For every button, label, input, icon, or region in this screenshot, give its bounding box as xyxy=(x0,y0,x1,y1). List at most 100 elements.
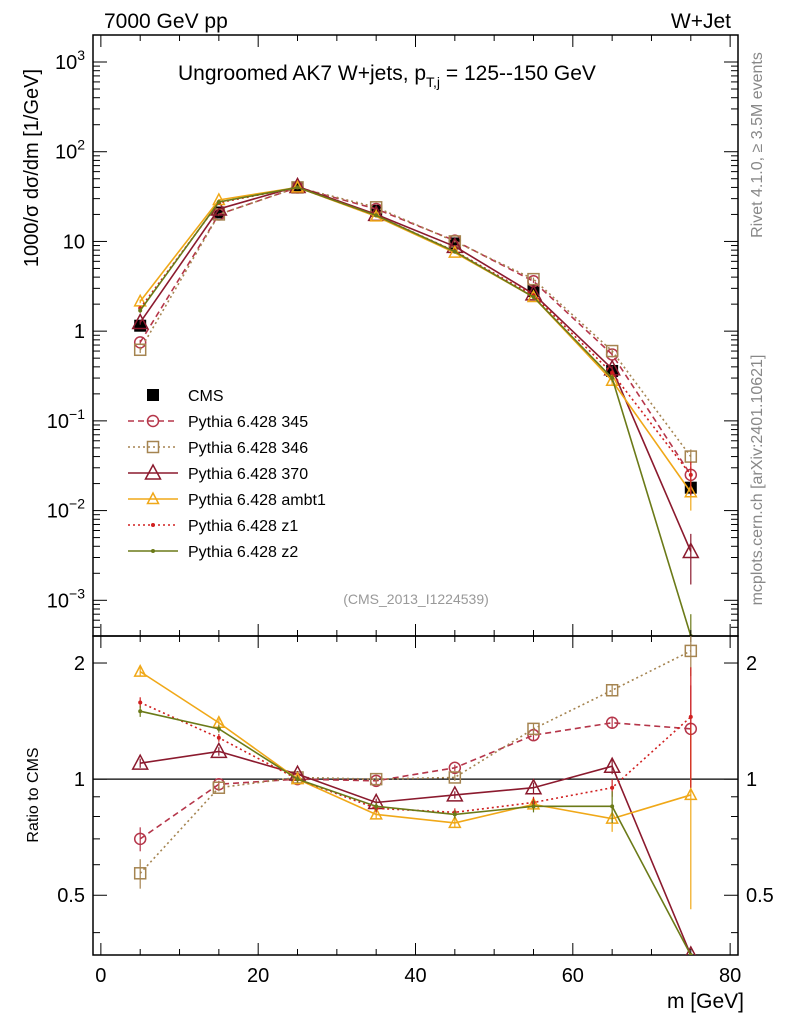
ratio-y-tick-label: 0.5 xyxy=(57,885,85,907)
main-series-line xyxy=(139,185,692,552)
legend-label: Pythia 6.428 z2 xyxy=(188,544,298,561)
y-tick-base: 10 xyxy=(55,142,77,164)
ratio-panel: 0 20 40 60 80 0.5 0.5 1 1 2 2 xyxy=(57,35,774,987)
y-tick-label: 10 xyxy=(63,231,85,253)
legend-marker xyxy=(146,440,160,454)
ratio-series-line xyxy=(139,721,691,840)
ratio-frame-border xyxy=(92,635,739,956)
ratio-data-point xyxy=(374,804,379,809)
legend-label: Pythia 6.428 ambt1 xyxy=(188,492,326,509)
ratio-data-point xyxy=(610,804,615,809)
main-series-line xyxy=(139,186,692,493)
y-tick-base: 1 xyxy=(74,321,85,343)
legend: CMS Pythia 6.428 345 Pythia 6.428 346 Pythi… xyxy=(128,388,326,561)
ratio-data-point xyxy=(448,761,462,775)
ratio-data-point xyxy=(610,785,615,790)
ratio-data-point xyxy=(369,772,383,786)
ratio-data-point xyxy=(684,787,698,801)
legend-label: Pythia 6.428 z1 xyxy=(188,518,298,535)
energy-label: 7000 GeV pp xyxy=(104,10,228,33)
y-tick-label: 10−3 xyxy=(47,585,85,612)
main-y-axis-label: 1000/σ dσ/dm [1/GeV] xyxy=(21,69,43,267)
ratio-series-line xyxy=(140,710,692,955)
y-tick-base: 10 xyxy=(47,501,69,523)
ratio-data-point xyxy=(524,778,543,795)
ratio-data-point xyxy=(685,945,696,955)
ratio-data-point xyxy=(131,753,149,770)
x-tick-label: 40 xyxy=(404,965,426,987)
ratio-data-point xyxy=(688,953,693,955)
main-data-point xyxy=(138,308,143,313)
legend-marker xyxy=(146,414,160,428)
y-tick-exponent: 2 xyxy=(77,137,85,153)
rivet-version-label: Rivet 4.1.0, ≥ 3.5M events xyxy=(749,52,766,238)
x-tick-label: 60 xyxy=(562,965,584,987)
ratio-series-line xyxy=(139,701,692,814)
main-data-point xyxy=(605,373,619,387)
main-series xyxy=(138,185,693,636)
ratio-data-point xyxy=(369,806,383,820)
ratio-data-point xyxy=(212,781,226,794)
main-data-point xyxy=(605,344,619,358)
x-tick-label: 0 xyxy=(95,965,106,987)
y-tick-base: 10 xyxy=(47,411,69,433)
main-data-point xyxy=(448,245,462,258)
ratio-series xyxy=(131,741,696,955)
y-tick-exponent: −3 xyxy=(69,585,85,601)
process-label: W+Jet xyxy=(671,10,731,33)
legend-marker xyxy=(151,523,155,527)
ratio-data-point xyxy=(216,735,221,740)
ratio-data-point xyxy=(605,683,619,697)
ratio-data-point xyxy=(688,714,693,719)
main-series-line xyxy=(139,186,692,458)
legend-marker xyxy=(144,463,162,480)
main-data-point xyxy=(610,371,615,376)
ratio-data-point xyxy=(605,716,619,730)
ratio-data-point xyxy=(603,756,621,773)
legend-label: CMS xyxy=(188,388,224,405)
y-tick-label: 10−1 xyxy=(47,406,85,433)
main-data-point xyxy=(133,343,147,357)
ratio-data-point xyxy=(448,771,462,784)
ratio-y-tick-label-right: 1 xyxy=(746,769,757,791)
ratio-series xyxy=(138,667,693,817)
legend-marker xyxy=(147,389,159,401)
main-data-point xyxy=(290,179,305,193)
x-tick-label: 20 xyxy=(247,965,269,987)
ratio-y-tick-label-right: 2 xyxy=(746,653,757,675)
ratio-data-point xyxy=(295,777,300,782)
ratio-series-line xyxy=(139,670,692,824)
y-tick-base: 10 xyxy=(47,590,69,612)
main-data-point xyxy=(688,472,693,477)
ratio-data-point xyxy=(527,722,540,736)
ratio-data-point xyxy=(684,644,698,658)
main-series-line xyxy=(139,186,692,636)
ratio-series-line xyxy=(140,750,692,955)
main-data-point xyxy=(452,249,457,254)
y-tick-label: 103 xyxy=(55,47,85,74)
ratio-series xyxy=(138,705,693,955)
ratio-y-tick-label-right: 0.5 xyxy=(746,885,774,907)
ratio-data-point xyxy=(446,785,464,802)
ratio-y-axis-label: Ratio to CMS xyxy=(25,747,42,842)
mcplots-label: mcplots.cern.ch [arXiv:2401.10621] xyxy=(749,355,766,606)
y-tick-label: 10−2 xyxy=(47,496,85,523)
main-data-point xyxy=(369,201,383,214)
y-tick-base: 10 xyxy=(55,52,77,74)
ratio-data-point xyxy=(448,815,462,829)
y-tick-base: 10 xyxy=(63,231,85,253)
x-axis-label: m [GeV] xyxy=(667,990,744,1013)
legend-marker xyxy=(151,549,155,553)
ratio-series xyxy=(133,636,698,889)
legend-label: Pythia 6.428 345 xyxy=(188,414,308,431)
ratio-data-point xyxy=(290,771,305,785)
y-tick-label: 1 xyxy=(74,321,85,343)
ratio-data-point xyxy=(138,709,143,714)
ratio-data-point xyxy=(531,804,536,809)
main-data-point xyxy=(295,185,300,190)
main-data-point xyxy=(374,213,379,218)
y-tick-exponent: −2 xyxy=(69,496,85,512)
ratio-data-point xyxy=(452,812,457,817)
ratio-data-point xyxy=(210,741,228,759)
